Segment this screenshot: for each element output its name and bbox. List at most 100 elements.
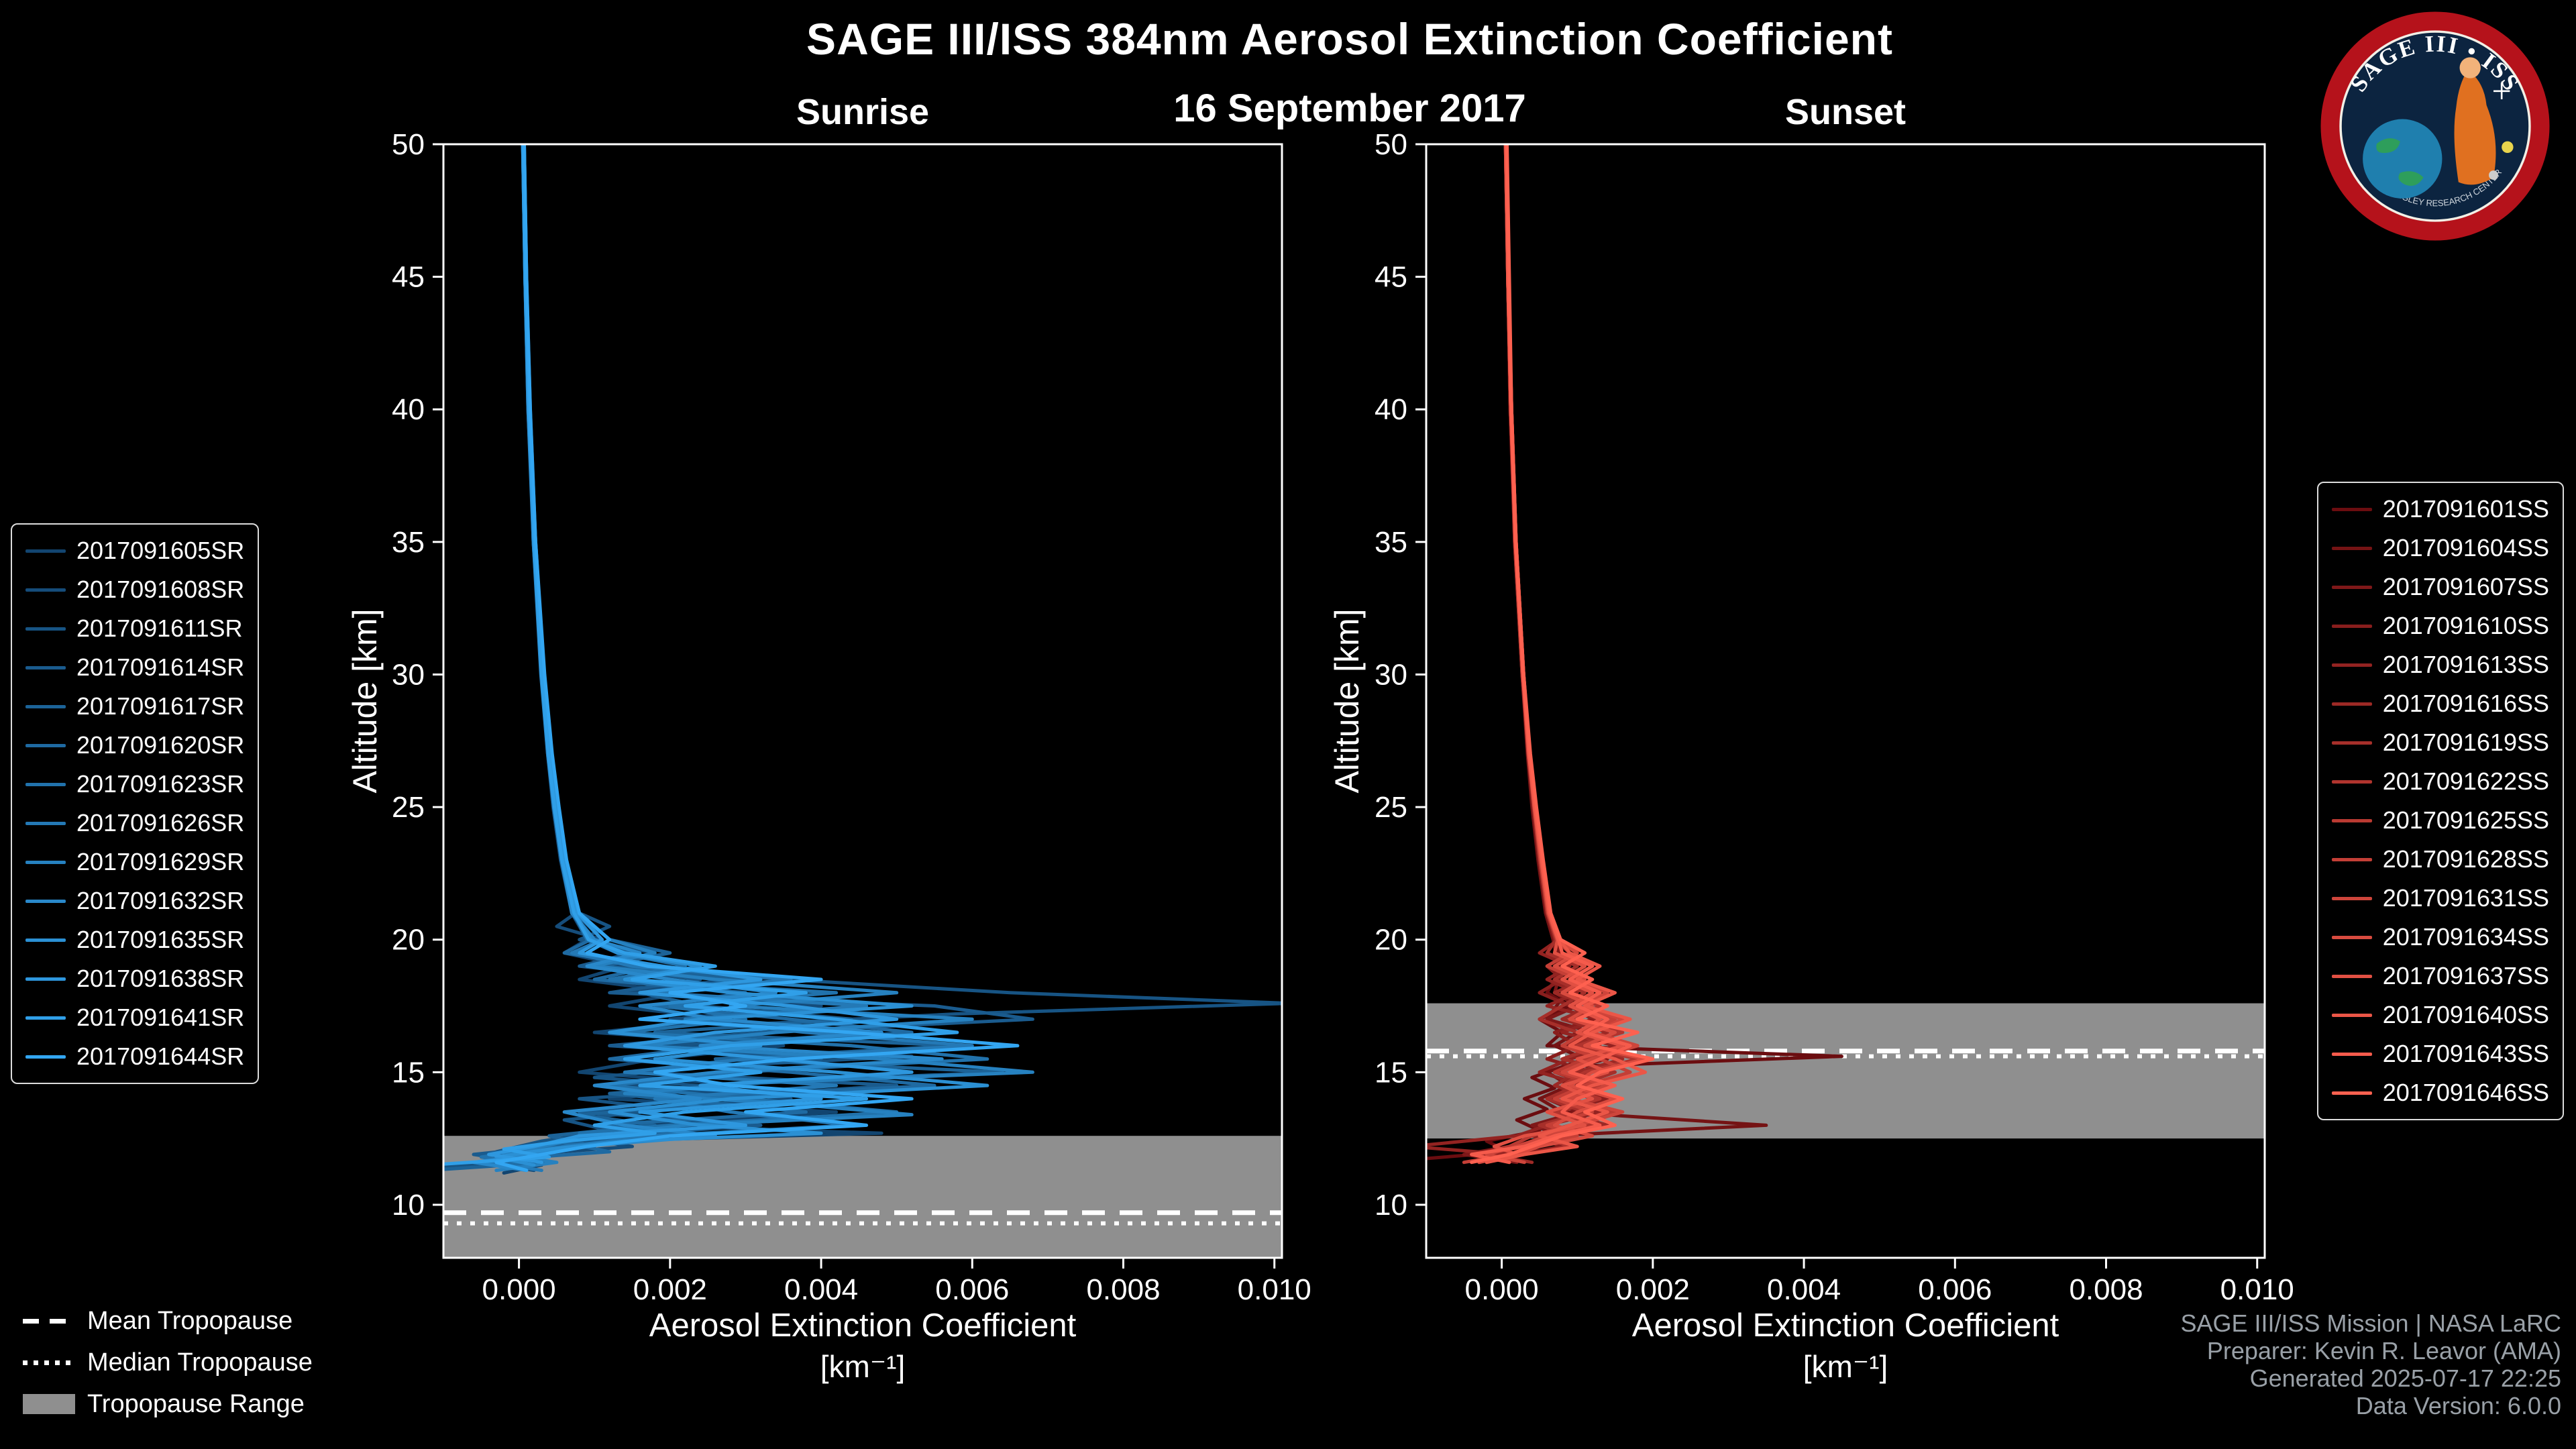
legend-line-swatch bbox=[25, 782, 66, 786]
svg-text:0.006: 0.006 bbox=[1918, 1273, 1992, 1306]
svg-text:0.000: 0.000 bbox=[482, 1273, 556, 1306]
svg-text:35: 35 bbox=[392, 526, 425, 559]
legend-label: 2017091601SS bbox=[2382, 495, 2549, 523]
legend-item: 2017091629SR bbox=[25, 843, 244, 881]
svg-text:0.004: 0.004 bbox=[784, 1273, 858, 1306]
earth-icon bbox=[2363, 119, 2443, 199]
legend-line-swatch bbox=[2331, 1013, 2372, 1017]
legend-item: 2017091641SR bbox=[25, 998, 244, 1037]
x-ticks: 0.000 0.002 0.004 0.006 0.008 0.010 bbox=[1465, 1258, 2294, 1306]
legend-line-swatch bbox=[25, 743, 66, 747]
legend-label: 2017091607SS bbox=[2382, 573, 2549, 600]
y-ticks: 10 15 20 25 30 35 40 45 50 bbox=[392, 128, 443, 1222]
legend-item: 2017091632SR bbox=[25, 881, 244, 920]
legend-label: 2017091635SR bbox=[76, 926, 245, 953]
sun-figure-icon bbox=[2454, 70, 2496, 185]
axes-frame bbox=[442, 143, 1283, 1259]
gray-band-swatch bbox=[23, 1394, 75, 1414]
profile-2017091646SS bbox=[1470, 144, 1655, 1165]
legend-line-swatch bbox=[2331, 974, 2372, 978]
legend-item: 2017091625SS bbox=[2331, 801, 2549, 840]
legend-line-swatch bbox=[25, 588, 66, 592]
planet-icon bbox=[2502, 141, 2514, 154]
legend-item: 2017091626SR bbox=[25, 804, 244, 843]
tropopause-legend: Mean Tropopause Median Tropopause Tropop… bbox=[23, 1300, 313, 1425]
legend-line-swatch bbox=[2331, 935, 2372, 939]
svg-text:0.008: 0.008 bbox=[1086, 1273, 1160, 1306]
legend-label: 2017091632SR bbox=[76, 887, 245, 914]
legend-item: Mean Tropopause bbox=[23, 1300, 313, 1342]
svg-text:45: 45 bbox=[1375, 261, 1407, 294]
sunset-panel-title: Sunset bbox=[1784, 92, 1907, 132]
dashed-line-swatch bbox=[23, 1318, 75, 1324]
svg-text:0.010: 0.010 bbox=[1238, 1273, 1311, 1306]
tropopause-range-band bbox=[443, 1136, 1282, 1258]
svg-text:15: 15 bbox=[1375, 1056, 1407, 1089]
x-axis-units: [km⁻¹] bbox=[1803, 1349, 1888, 1384]
dotted-line-swatch bbox=[23, 1360, 75, 1365]
x-ticks: 0.000 0.002 0.004 0.006 0.008 0.010 bbox=[482, 1258, 1311, 1306]
profile-2017091641SR bbox=[443, 144, 959, 1166]
legend-label: 2017091625SS bbox=[2382, 806, 2549, 834]
legend-label: 2017091631SS bbox=[2382, 884, 2549, 912]
legend-label: Tropopause Range bbox=[87, 1389, 305, 1418]
legend-line-swatch bbox=[2331, 702, 2372, 706]
legend-label: Mean Tropopause bbox=[87, 1306, 293, 1335]
sunrise-y-axis-label: Altitude [km] bbox=[346, 608, 384, 794]
sunset-plot: 0.000 0.002 0.004 0.006 0.008 0.010 10 15 20 25 30… bbox=[1375, 128, 2294, 1306]
legend-item: 2017091604SS bbox=[2331, 529, 2549, 568]
legend-line-swatch bbox=[25, 938, 66, 942]
svg-text:0.002: 0.002 bbox=[1616, 1273, 1690, 1306]
legend-line-swatch bbox=[2331, 1091, 2372, 1095]
legend-label: 2017091644SR bbox=[76, 1042, 245, 1070]
svg-text:50: 50 bbox=[1375, 128, 1407, 161]
svg-text:0.002: 0.002 bbox=[633, 1273, 707, 1306]
legend-item: 2017091607SS bbox=[2331, 568, 2549, 606]
svg-text:35: 35 bbox=[1375, 526, 1407, 559]
x-axis-label-text: Aerosol Extinction Coefficient bbox=[649, 1307, 1077, 1344]
svg-text:20: 20 bbox=[1375, 924, 1407, 957]
legend-line-swatch bbox=[2331, 663, 2372, 667]
attribution-block: SAGE III/ISS Mission | NASA LaRC Prepare… bbox=[2180, 1309, 2561, 1419]
earth-landmass bbox=[2376, 138, 2400, 154]
legend-line-swatch bbox=[25, 977, 66, 981]
legend-line-swatch bbox=[2331, 818, 2372, 822]
svg-text:25: 25 bbox=[392, 791, 425, 824]
moon-icon bbox=[2489, 170, 2498, 180]
sunset-x-axis-label: Aerosol Extinction Coefficient [km⁻¹] bbox=[1426, 1307, 2265, 1385]
legend-item: 2017091638SR bbox=[25, 959, 244, 998]
legend-item: 2017091620SR bbox=[25, 726, 244, 765]
legend-label: 2017091643SS bbox=[2382, 1040, 2549, 1067]
axes-frame bbox=[1425, 143, 2266, 1259]
legend-item: 2017091610SS bbox=[2331, 606, 2549, 645]
legend-item: 2017091614SR bbox=[25, 648, 244, 687]
legend-item: 2017091616SS bbox=[2331, 684, 2549, 723]
legend-label: 2017091638SR bbox=[76, 965, 245, 992]
legend-line-swatch bbox=[25, 665, 66, 669]
svg-text:30: 30 bbox=[1375, 658, 1407, 691]
earth-landmass bbox=[2398, 171, 2424, 186]
legend-item: 2017091646SS bbox=[2331, 1073, 2549, 1112]
svg-text:0.008: 0.008 bbox=[2069, 1273, 2143, 1306]
svg-text:20: 20 bbox=[392, 924, 425, 957]
legend-label: 2017091629SR bbox=[76, 848, 245, 875]
legend-line-swatch bbox=[25, 1016, 66, 1020]
svg-text:10: 10 bbox=[1375, 1189, 1407, 1222]
legend-label: 2017091622SS bbox=[2382, 767, 2549, 795]
y-ticks: 10 15 20 25 30 35 40 45 50 bbox=[1375, 128, 1426, 1222]
legend-item: 2017091619SS bbox=[2331, 723, 2549, 762]
legend-item: 2017091628SS bbox=[2331, 840, 2549, 879]
legend-label: 2017091611SR bbox=[76, 614, 243, 642]
svg-text:10: 10 bbox=[392, 1189, 425, 1222]
svg-text:50: 50 bbox=[392, 128, 425, 161]
legend-line-swatch bbox=[25, 549, 66, 553]
legend-label: 2017091619SS bbox=[2382, 729, 2549, 756]
legend-line-swatch bbox=[25, 627, 66, 631]
legend-label: 2017091613SS bbox=[2382, 651, 2549, 678]
legend-item: 2017091601SS bbox=[2331, 490, 2549, 529]
legend-label: 2017091623SR bbox=[76, 770, 245, 798]
legend-item: 2017091608SR bbox=[25, 570, 244, 609]
legend-line-swatch bbox=[2331, 546, 2372, 550]
legend-item: 2017091605SR bbox=[25, 531, 244, 570]
